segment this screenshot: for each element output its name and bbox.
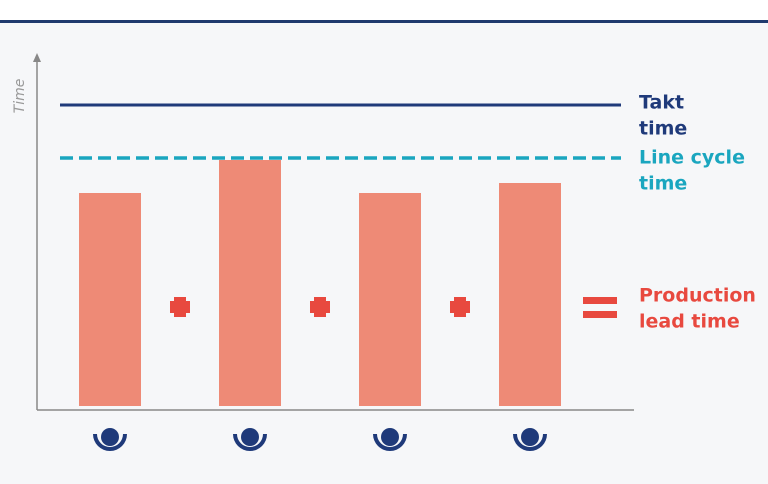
takt-label: Takt <box>639 92 684 114</box>
worker <box>513 428 547 451</box>
takt-label: time <box>639 118 687 140</box>
plus <box>450 297 470 317</box>
header-rule <box>0 20 768 23</box>
worker <box>93 428 127 451</box>
axis-label: Time <box>12 79 28 114</box>
lead-label: Production <box>639 285 756 307</box>
y-axis-arrow <box>33 53 41 62</box>
equals <box>583 297 617 304</box>
bars <box>79 160 561 406</box>
worker <box>373 428 407 451</box>
workers <box>93 428 547 451</box>
bar <box>499 183 561 406</box>
cycle-label: Line cycle <box>639 147 745 169</box>
plus <box>310 297 330 317</box>
equals <box>583 311 617 318</box>
bar <box>219 160 281 406</box>
worker <box>233 428 267 451</box>
plus <box>170 297 190 317</box>
bar <box>359 193 421 406</box>
lead-label: lead time <box>639 311 740 333</box>
header-band <box>0 0 768 21</box>
operators <box>170 297 617 318</box>
bar <box>79 193 141 406</box>
cycle-label: time <box>639 173 687 195</box>
